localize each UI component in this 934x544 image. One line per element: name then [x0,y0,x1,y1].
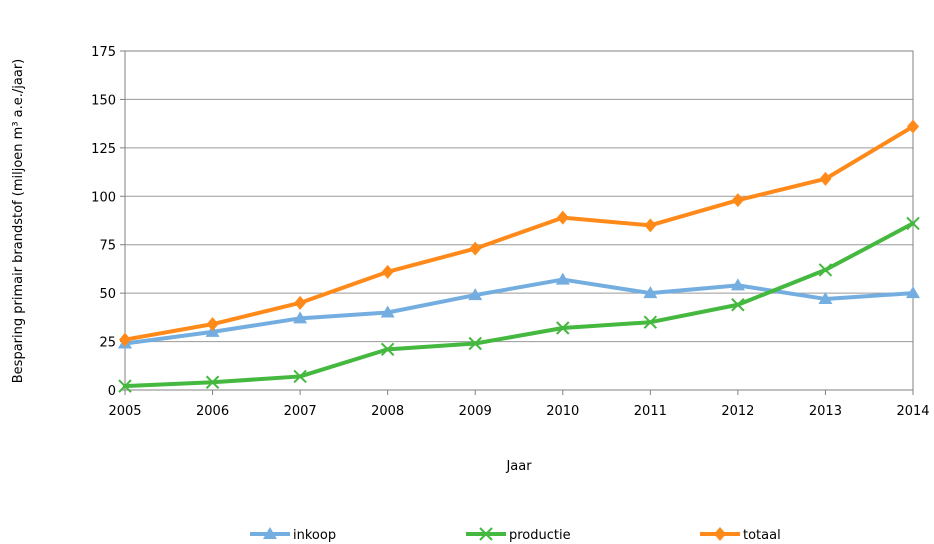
x-axis-title: Jaar [505,459,532,474]
data-point-inkoop [293,311,308,324]
legend-label: productie [509,528,571,543]
gridlines [125,50,913,343]
data-point-totaal [819,171,832,186]
data-point-productie [380,342,395,357]
data-point-inkoop [468,288,483,301]
x-tick-label: 2009 [459,404,492,419]
data-point-productie [205,375,220,389]
plot-area-frame [124,50,914,391]
legend-item-productie: productie [466,527,571,543]
series-line-inkoop [123,277,915,346]
data-point-productie [731,298,745,312]
data-point-productie [643,315,658,329]
data-point-totaal [469,241,482,256]
data-point-productie [556,321,570,335]
data-point-productie [118,379,132,393]
y-axis-ticks: 0 25 50 75 100 125 150 175 [91,45,125,399]
x-tick-label: 2005 [108,404,141,419]
legend-marker [714,527,726,541]
data-point-productie [293,369,307,384]
y-tick-label: 100 [91,190,116,205]
data-point-inkoop [818,291,833,304]
data-point-totaal [119,332,131,347]
legend-label: totaal [743,528,781,543]
x-tick-label: 2008 [371,404,404,419]
series-line-totaal [123,124,915,342]
x-tick-label: 2006 [196,404,229,419]
data-point-productie [468,336,482,351]
data-point-totaal [294,295,307,310]
series-productie [118,216,920,393]
series-totaal [119,119,919,347]
x-tick-label: 2010 [546,404,579,419]
series-inkoop [118,272,920,349]
y-tick-label: 0 [108,384,116,399]
legend-marker [263,527,277,539]
x-tick-label: 2012 [721,404,754,419]
y-tick-label: 150 [91,93,116,108]
data-point-totaal [381,264,394,279]
data-point-totaal [556,210,569,225]
x-tick-label: 2007 [284,404,317,419]
x-tick-label: 2014 [896,404,929,419]
data-point-totaal [206,317,219,332]
data-point-inkoop [730,278,745,291]
x-tick-label: 2011 [634,404,667,419]
data-point-totaal [731,193,744,208]
y-tick-label: 125 [91,142,116,157]
legend-item-inkoop: inkoop [250,527,336,543]
legend-item-totaal: totaal [700,527,781,543]
data-point-inkoop [555,272,570,285]
data-point-productie [906,216,920,231]
y-tick-label: 75 [99,239,116,254]
data-point-productie [818,263,833,277]
data-point-inkoop [380,305,395,318]
y-tick-label: 175 [91,45,116,60]
data-point-inkoop [643,286,658,299]
series-line-productie [123,221,915,389]
y-tick-label: 50 [99,287,116,302]
x-axis-ticks: 2005 2006 2007 2008 2009 2010 2011 2012 2013 2014 [108,390,930,419]
legend-marker [479,527,493,541]
y-tick-label: 25 [99,336,116,351]
x-tick-label: 2013 [809,404,842,419]
data-point-totaal [907,119,919,134]
data-point-inkoop [906,286,920,299]
legend-label: inkoop [293,528,336,543]
data-point-totaal [644,218,657,233]
data-series [118,119,920,393]
legend: inkoop productie totaal [250,527,781,543]
y-axis-title: Besparing primair brandstof (miljoen m³ … [11,59,26,383]
